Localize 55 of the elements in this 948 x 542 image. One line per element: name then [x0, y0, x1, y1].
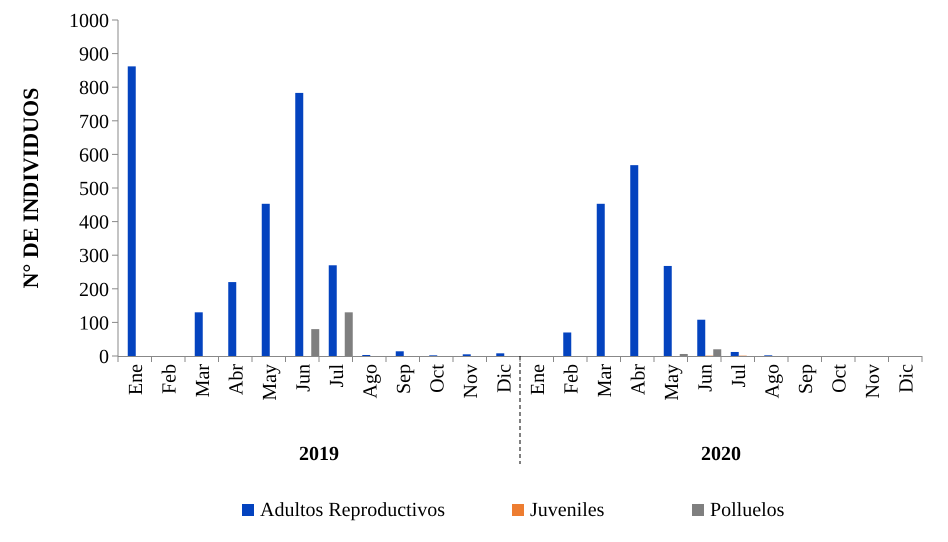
bar: [295, 92, 304, 356]
bar: [697, 320, 706, 356]
x-tick-label: Jul: [728, 364, 750, 388]
x-tick-label: Feb: [158, 364, 180, 394]
x-tick-label: Sep: [392, 364, 415, 394]
y-tick-label: 1000: [69, 10, 109, 32]
x-tick-label: Dic: [493, 364, 516, 393]
x-tick-label: Ago: [761, 364, 784, 398]
legend-label: Juveniles: [530, 499, 605, 521]
bar: [228, 282, 236, 356]
x-tick-label: Mar: [594, 364, 616, 398]
legend-label: Polluelos: [710, 499, 785, 521]
y-tick-label: 600: [79, 144, 109, 166]
x-tick-label: Nov: [460, 364, 482, 398]
text: 2020: [701, 443, 741, 465]
x-tick-label: May: [660, 364, 683, 401]
bar: [664, 266, 672, 356]
y-tick-label: 100: [79, 312, 109, 334]
x-tick-label: Abr: [225, 364, 248, 396]
bar: [328, 265, 337, 356]
y-axis-title: N° DE INDIVIDUOS: [18, 88, 43, 288]
x-tick-label: Jul: [326, 364, 348, 388]
x-tick-label: May: [258, 364, 281, 401]
y-tick-label: 700: [79, 110, 109, 133]
y-tick-label: 0: [99, 346, 109, 368]
x-tick-label: Abr: [627, 364, 650, 396]
bar: [396, 351, 404, 356]
bar: [496, 353, 504, 356]
x-tick-label: Sep: [794, 364, 817, 394]
bar: [630, 165, 638, 356]
x-tick-label: Nov: [862, 364, 884, 398]
x-tick-label: Mar: [192, 364, 214, 398]
y-tick-label: 800: [79, 77, 109, 100]
y-tick-label: 200: [79, 278, 109, 301]
bar: [194, 312, 203, 356]
bar: [730, 352, 739, 356]
y-tick-label: 500: [79, 178, 109, 200]
x-tick-label: Feb: [560, 364, 582, 394]
y-tick-label: 400: [79, 212, 109, 234]
x-tick-label: Dic: [895, 364, 918, 393]
x-tick-label: Ene: [526, 364, 549, 396]
y-tick-label: 900: [79, 44, 109, 66]
text: 2019: [299, 443, 339, 465]
x-tick-label: Oct: [828, 364, 850, 393]
bar: [262, 204, 270, 356]
y-tick-label: 300: [79, 245, 109, 268]
bar: [128, 66, 136, 356]
x-tick-label: Jun: [694, 364, 716, 392]
legend-label: Adultos Reproductivos: [260, 499, 446, 521]
x-tick-label: Ene: [124, 364, 147, 396]
bar: [596, 204, 605, 356]
x-tick-label: Oct: [426, 364, 448, 393]
x-tick-label: Ago: [359, 364, 382, 398]
bar: [563, 332, 572, 356]
x-tick-label: Jun: [292, 364, 314, 392]
